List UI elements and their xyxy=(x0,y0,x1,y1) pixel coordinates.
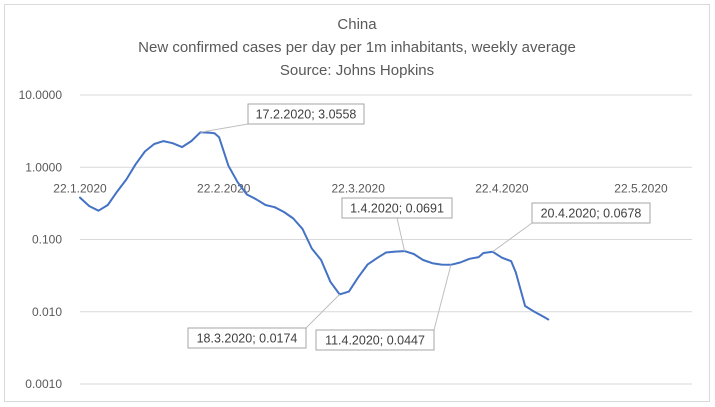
annotation-label: 17.2.2020; 3.0558 xyxy=(256,108,357,122)
x-tick-label: 22.1.2020 xyxy=(53,181,107,195)
annotation-box xyxy=(341,197,453,219)
y-tick-label: 1.0000 xyxy=(25,160,62,174)
series-line xyxy=(79,131,550,321)
annotation-label: 1.4.2020; 0.0691 xyxy=(350,202,444,216)
x-tick-label: 22.4.2020 xyxy=(475,181,529,195)
annotation-leader xyxy=(305,294,340,329)
y-tick-label: 10.0000 xyxy=(19,88,63,102)
chart-source: Source: Johns Hopkins xyxy=(280,62,434,79)
annotation-label: 18.3.2020; 0.0174 xyxy=(197,332,298,346)
annotation-leader xyxy=(200,123,249,133)
chart-subtitle: New confirmed cases per day per 1m inhab… xyxy=(138,39,576,56)
annotation-box xyxy=(187,327,307,349)
y-tick-label: 0.0010 xyxy=(25,377,62,391)
chart-title: China xyxy=(337,16,377,33)
annotation-box xyxy=(247,103,365,125)
annotation-label: 20.4.2020; 0.0678 xyxy=(541,207,642,221)
annotation-leader xyxy=(492,222,533,253)
annotation-leader xyxy=(433,264,452,331)
x-tick-label: 22.3.2020 xyxy=(331,181,385,195)
y-tick-label: 0.100 xyxy=(32,233,62,247)
y-tick-label: 0.010 xyxy=(32,305,62,319)
annotation-box xyxy=(531,202,651,224)
annotation-leader xyxy=(396,217,406,252)
annotation-label: 11.4.2020; 0.0447 xyxy=(325,334,425,348)
x-tick-label: 22.2.2020 xyxy=(197,181,251,195)
x-tick-label: 22.5.2020 xyxy=(614,181,668,195)
annotation-box xyxy=(315,329,435,351)
